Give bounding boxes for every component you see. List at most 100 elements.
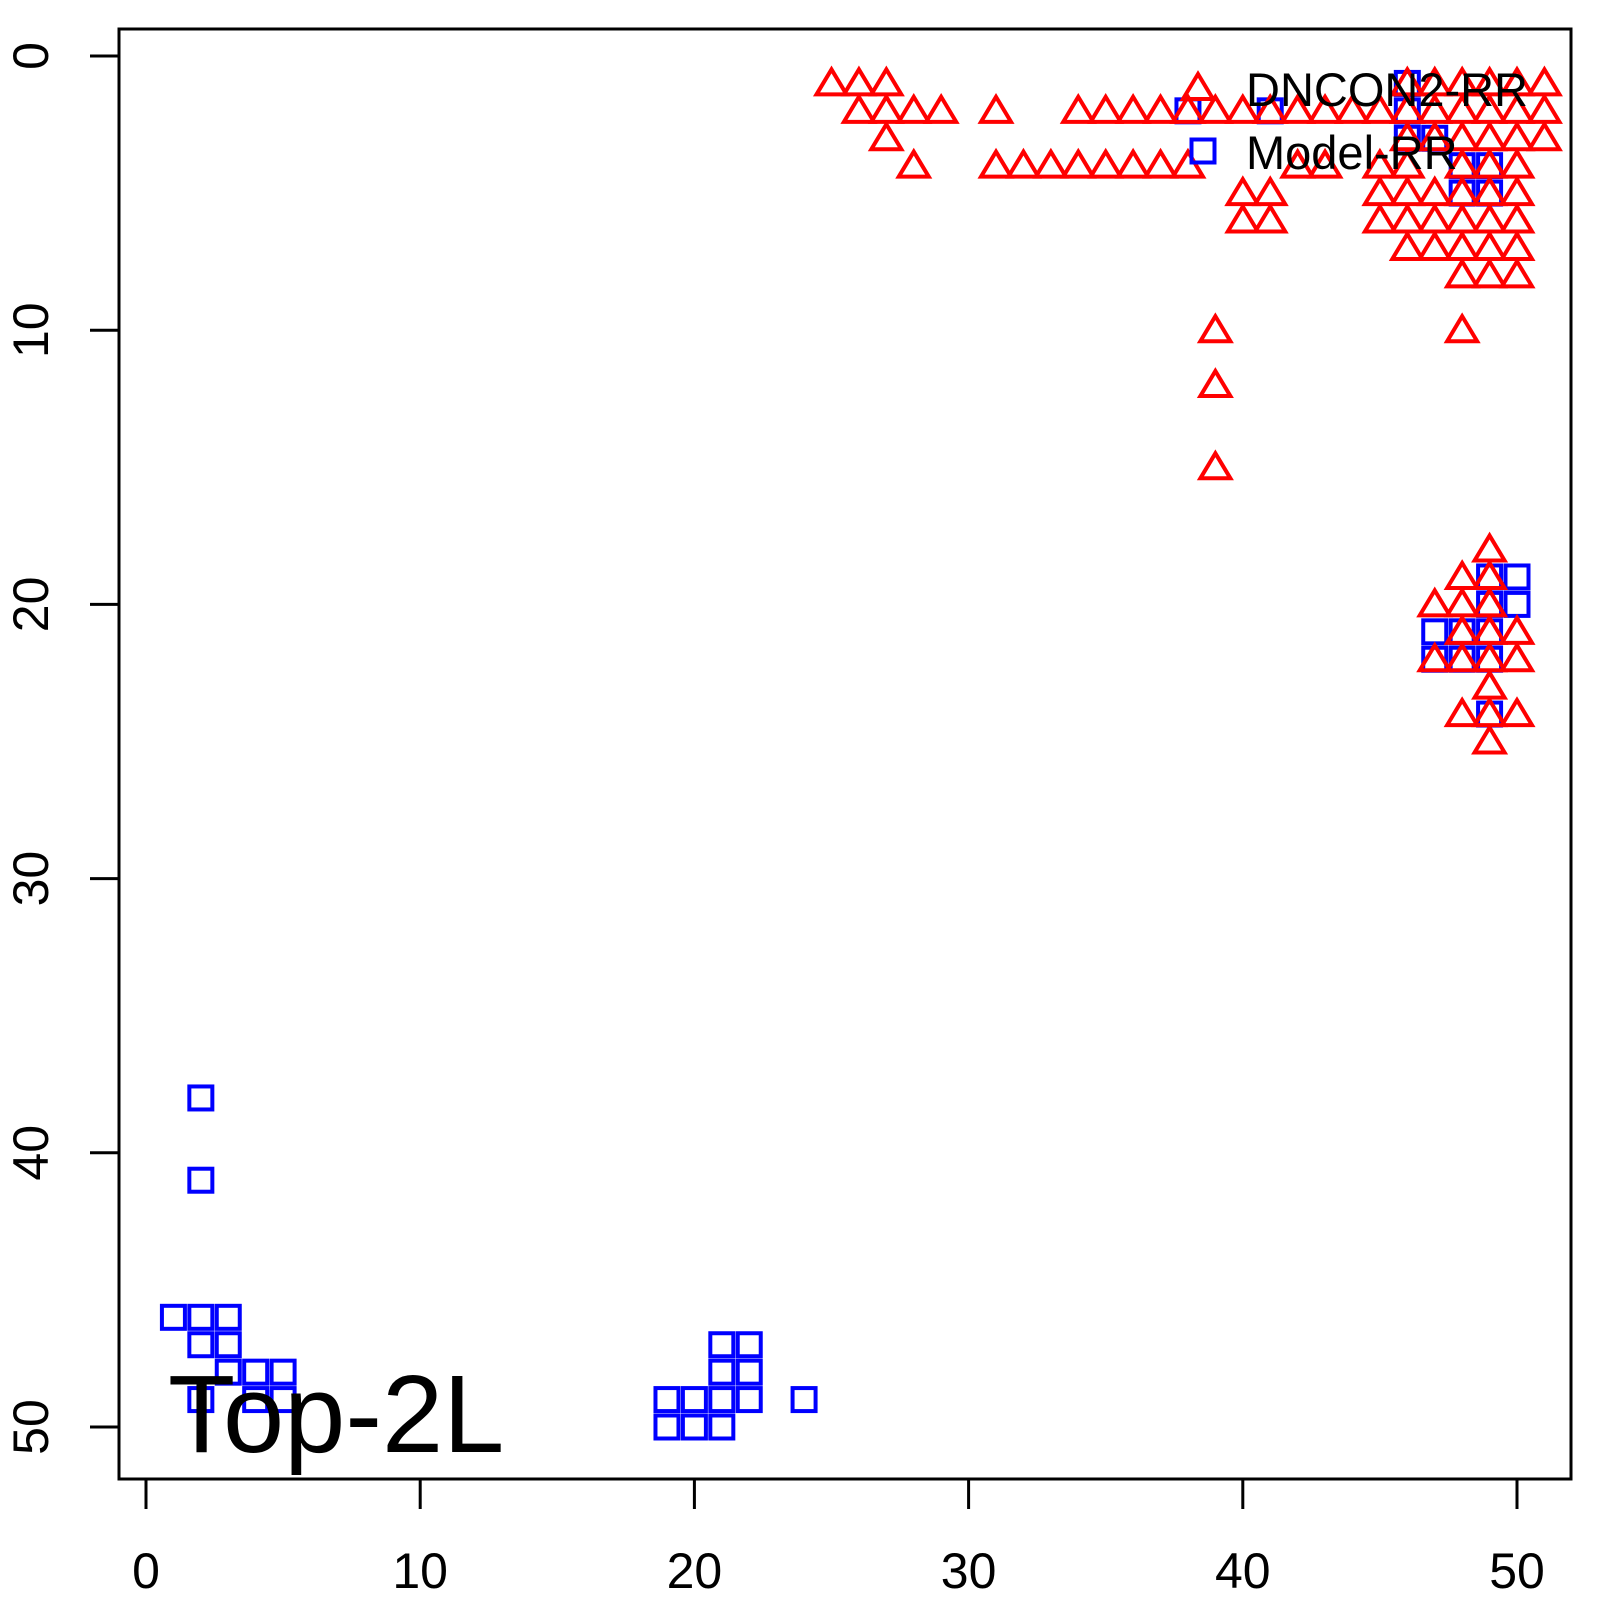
- y-tick-label: 40: [3, 1125, 59, 1181]
- triangle-point: [1498, 120, 1536, 152]
- triangle-point: [1388, 202, 1426, 234]
- y-axis: 0 10 20 30 40 50: [3, 42, 119, 1455]
- triangle-point: [895, 147, 933, 179]
- square-point: [1503, 563, 1531, 591]
- triangle-point: [867, 120, 905, 152]
- triangle-point: [1142, 92, 1180, 124]
- square-point: [708, 1413, 736, 1441]
- triangle-point: [1416, 202, 1454, 234]
- y-tick-label: 0: [3, 42, 59, 70]
- triangle-point: [1279, 92, 1317, 124]
- triangle-point: [867, 65, 905, 97]
- triangle-point: [1498, 175, 1536, 207]
- legend-label-dncon2: DNCON2-RR: [1246, 63, 1528, 116]
- triangle-point: [1416, 230, 1454, 261]
- x-tick-label: 20: [667, 1543, 723, 1599]
- x-tick-label: 10: [392, 1543, 448, 1599]
- square-point: [790, 1386, 818, 1414]
- triangle-point: [1498, 202, 1536, 234]
- x-axis: 0 10 20 30 40 50: [132, 1479, 1545, 1599]
- triangle-point: [1388, 175, 1426, 207]
- x-tick-label: 0: [132, 1543, 160, 1599]
- triangle-point: [1224, 202, 1262, 234]
- triangle-point: [867, 92, 905, 124]
- square-point: [242, 1386, 270, 1414]
- triangle-point: [1333, 92, 1372, 124]
- triangle-point: [1224, 175, 1262, 207]
- square-point: [708, 1331, 736, 1359]
- triangle-point: [1251, 175, 1289, 207]
- triangle-point: [1471, 230, 1509, 261]
- legend-triangle-icon: [1179, 70, 1217, 101]
- triangle-point: [977, 147, 1015, 179]
- triangle-point: [1306, 147, 1344, 179]
- triangle-point: [1443, 559, 1481, 590]
- triangle-point: [1251, 92, 1289, 124]
- triangle-point: [1361, 92, 1399, 124]
- triangle-point: [1196, 449, 1234, 481]
- square-point: [1503, 590, 1531, 618]
- triangle-point: [840, 92, 878, 124]
- triangle-point: [1443, 696, 1481, 728]
- triangle-point: [1498, 147, 1536, 179]
- triangle-point: [1251, 202, 1289, 234]
- triangle-point: [1388, 230, 1426, 261]
- triangle-point: [1471, 120, 1509, 152]
- triangle-point: [1416, 175, 1454, 207]
- triangle-point: [1471, 531, 1509, 563]
- square-point: [269, 1358, 297, 1386]
- square-point: [187, 1331, 215, 1359]
- triangle-point: [1498, 641, 1536, 673]
- square-point: [159, 1303, 187, 1331]
- triangle-point: [1471, 668, 1509, 700]
- legend: DNCON2-RR Model-RR: [1179, 63, 1528, 179]
- dncon2-rr-points: [812, 65, 1563, 755]
- triangle-point: [1087, 92, 1125, 124]
- triangle-point: [1471, 723, 1509, 755]
- x-tick-label: 50: [1489, 1543, 1545, 1599]
- x-tick-label: 30: [941, 1543, 997, 1599]
- square-point: [735, 1386, 763, 1414]
- model-rr-points: [159, 69, 1531, 1441]
- triangle-point: [1032, 147, 1070, 179]
- triangle-point: [977, 92, 1015, 124]
- y-tick-label: 30: [3, 851, 59, 907]
- square-point: [214, 1303, 242, 1331]
- triangle-point: [1443, 312, 1481, 344]
- triangle-point: [922, 92, 960, 124]
- square-point: [242, 1358, 270, 1386]
- y-tick-label: 20: [3, 577, 59, 633]
- triangle-point: [1471, 257, 1509, 289]
- triangle-point: [1224, 92, 1262, 124]
- square-point: [653, 1413, 681, 1441]
- square-point: [187, 1084, 215, 1112]
- triangle-point: [1416, 586, 1454, 618]
- triangle-point: [1525, 92, 1563, 124]
- triangle-point: [1114, 92, 1152, 124]
- square-point: [653, 1386, 681, 1414]
- triangle-point: [1279, 147, 1317, 179]
- triangle-point: [1498, 696, 1536, 728]
- triangle-point: [1306, 92, 1344, 124]
- triangle-point: [1004, 147, 1042, 179]
- triangle-point: [1087, 147, 1125, 179]
- square-point: [1421, 618, 1449, 646]
- square-point: [214, 1358, 242, 1386]
- y-tick-label: 50: [3, 1399, 59, 1455]
- square-point: [735, 1331, 763, 1359]
- triangle-point: [1416, 641, 1454, 673]
- triangle-point: [1443, 202, 1481, 234]
- triangle-point: [895, 92, 933, 124]
- triangle-point: [1525, 65, 1563, 97]
- legend-square-icon: [1189, 137, 1217, 165]
- square-point: [680, 1386, 708, 1414]
- triangle-point: [1498, 230, 1536, 261]
- annotation-top-2l: Top-2L: [168, 1353, 504, 1476]
- square-point: [680, 1413, 708, 1441]
- triangle-point: [1498, 613, 1536, 645]
- triangle-point: [1196, 312, 1234, 344]
- triangle-point: [1498, 257, 1536, 289]
- x-tick-label: 40: [1215, 1543, 1271, 1599]
- triangle-point: [1361, 175, 1399, 207]
- triangle-point: [1525, 120, 1563, 152]
